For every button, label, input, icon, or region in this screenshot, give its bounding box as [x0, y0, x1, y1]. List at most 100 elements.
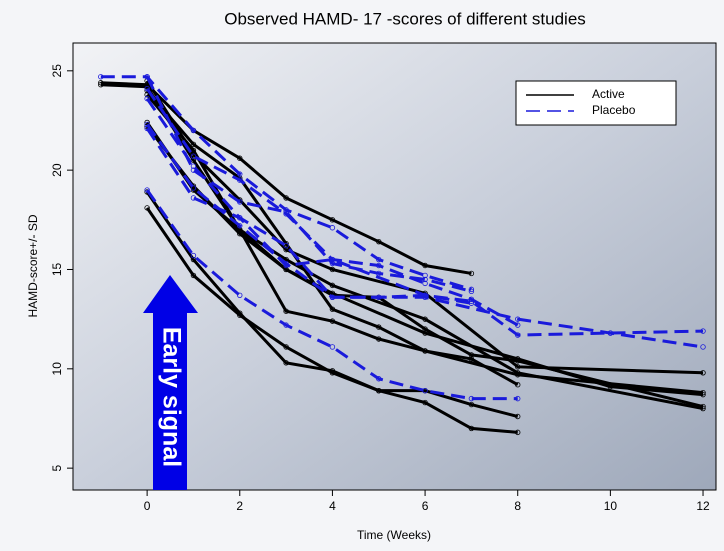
series-line	[145, 189, 518, 401]
data-point	[422, 399, 428, 406]
data-point	[329, 368, 336, 374]
data-point	[283, 246, 289, 253]
data-point	[237, 171, 243, 177]
y-tick-label: 25	[50, 64, 64, 78]
data-point	[190, 185, 197, 191]
data-point	[700, 389, 706, 396]
legend-label: Active	[592, 87, 625, 101]
data-point	[283, 360, 289, 366]
data-point	[700, 391, 706, 398]
x-tick-label: 12	[696, 499, 710, 513]
data-point	[376, 324, 382, 330]
data-point	[607, 330, 614, 336]
data-point	[237, 177, 243, 183]
data-point	[700, 344, 706, 350]
data-point	[468, 286, 475, 293]
data-point	[468, 270, 475, 277]
lines	[98, 74, 706, 436]
data-point	[515, 382, 521, 388]
series-line	[145, 87, 519, 327]
data-point	[422, 316, 428, 322]
data-point	[144, 74, 150, 80]
data-point	[283, 242, 289, 249]
data-point	[329, 306, 336, 312]
data-point	[515, 356, 521, 362]
data-point	[468, 352, 475, 358]
data-point	[515, 332, 521, 338]
y-tick-label: 15	[50, 262, 64, 276]
data-point	[515, 370, 521, 376]
data-point	[237, 155, 243, 161]
data-point	[468, 395, 475, 402]
data-point	[144, 121, 150, 128]
data-point	[237, 310, 243, 316]
series-line	[145, 93, 519, 387]
data-point	[283, 262, 289, 269]
data-point	[515, 316, 521, 322]
data-point	[190, 153, 197, 159]
data-point	[144, 187, 150, 193]
data-point	[468, 296, 475, 302]
data-point	[283, 266, 289, 273]
legend-label: Placebo	[592, 103, 636, 117]
series-line	[145, 191, 518, 434]
data-point	[422, 276, 428, 283]
data-point	[144, 125, 150, 132]
y-axis-label: HAMD-score+/- SD	[26, 214, 40, 317]
data-point	[98, 74, 104, 80]
data-point	[237, 292, 243, 299]
series-line	[100, 81, 472, 275]
data-point	[329, 260, 336, 267]
x-tick-label: 10	[604, 499, 618, 513]
data-point	[237, 223, 243, 229]
data-point	[376, 256, 382, 263]
data-point	[144, 95, 150, 102]
data-point	[422, 330, 428, 336]
data-point	[329, 294, 336, 300]
data-point	[376, 336, 382, 342]
data-point	[700, 328, 706, 334]
data-point	[329, 266, 336, 273]
x-tick-label: 2	[236, 499, 243, 513]
data-point	[468, 401, 475, 408]
data-point	[422, 280, 428, 287]
x-tick-label: 0	[144, 499, 151, 513]
data-point	[515, 429, 521, 436]
data-point	[190, 256, 197, 263]
data-point	[515, 413, 521, 420]
data-point	[700, 370, 706, 376]
data-point	[468, 288, 475, 295]
data-point	[515, 364, 521, 370]
data-point	[700, 403, 706, 410]
data-point	[190, 167, 197, 173]
data-point	[283, 209, 289, 215]
data-point	[468, 300, 475, 306]
data-point	[700, 405, 706, 412]
data-point	[144, 85, 150, 92]
data-point	[329, 318, 336, 324]
annotation: Early signal	[157, 327, 185, 467]
data-point	[190, 252, 197, 259]
data-point	[190, 195, 197, 201]
y-tick-label: 5	[50, 464, 64, 471]
data-point	[190, 127, 197, 134]
data-point	[515, 395, 521, 402]
series-line	[145, 76, 472, 293]
x-tick-label: 8	[514, 499, 521, 513]
data-point	[376, 270, 382, 277]
data-point	[376, 376, 382, 382]
x-tick-label: 4	[329, 499, 336, 513]
data-point	[283, 344, 289, 350]
series-line	[145, 127, 472, 305]
data-point	[607, 383, 614, 390]
data-point	[376, 238, 382, 245]
data-point	[376, 387, 382, 394]
data-point	[190, 141, 197, 148]
data-point	[190, 187, 197, 193]
y-tick-label: 10	[50, 362, 64, 376]
x-axis-label: Time (Weeks)	[357, 528, 431, 542]
data-point	[422, 272, 428, 279]
series-line	[145, 123, 704, 337]
data-point	[329, 225, 336, 231]
